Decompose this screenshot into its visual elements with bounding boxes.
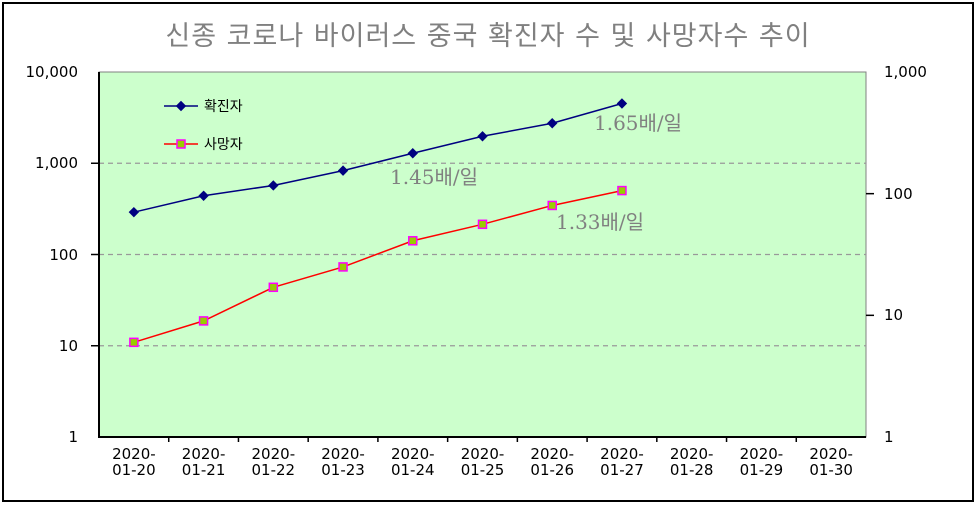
annotation-growth-confirmed-165: 1.65배/일 <box>594 111 683 135</box>
deaths-line-marker-icon <box>164 139 198 149</box>
data-point-marker <box>337 165 349 176</box>
annotation-growth-confirmed-145: 1.45배/일 <box>390 165 479 189</box>
x-axis-label: 2020- 01-20 <box>112 445 156 479</box>
data-point-marker <box>407 148 418 159</box>
legend-label-deaths: 사망자 <box>204 137 243 153</box>
series-line-사망자 <box>133 189 623 344</box>
y-axis-label-left: 10 <box>58 336 78 355</box>
data-point-marker <box>477 131 488 142</box>
data-point-marker <box>617 185 627 196</box>
legend-item-confirmed: 확진자 <box>164 94 243 118</box>
x-axis-label: 2020- 01-28 <box>669 445 714 479</box>
data-point-marker <box>616 98 628 109</box>
legend-label-confirmed: 확진자 <box>204 99 243 115</box>
data-point-marker <box>268 282 279 293</box>
legend: 확진자 사망자 <box>164 94 243 170</box>
x-axis-label: 2020- 01-27 <box>600 445 644 479</box>
y-axis-label-right: 10 <box>884 306 904 325</box>
annotation-growth-deaths-133: 1.33배/일 <box>556 210 645 234</box>
confirmed-line-marker-icon <box>164 100 198 112</box>
data-point-marker <box>338 262 348 272</box>
x-axis-label: 2020- 01-24 <box>390 445 435 479</box>
y-axis-label-right: 1,000 <box>884 63 927 81</box>
y-axis-label-left: 10,000 <box>25 63 79 81</box>
data-point-marker <box>268 180 279 191</box>
x-axis-label: 2020- 01-30 <box>809 445 853 479</box>
x-axis-label: 2020- 01-29 <box>739 445 784 479</box>
y-axis-label-right: 100 <box>884 184 913 203</box>
y-axis-label-left: 100 <box>49 245 78 264</box>
data-point-marker <box>198 190 209 201</box>
data-point-marker <box>129 337 139 348</box>
x-axis-label: 2020- 01-25 <box>460 445 505 479</box>
y-axis-label-left: 1,000 <box>35 154 78 173</box>
x-axis-label: 2020- 01-26 <box>530 445 575 479</box>
data-point-marker <box>547 200 557 211</box>
x-axis-label: 2020- 01-23 <box>321 445 365 479</box>
data-point-marker <box>477 219 488 230</box>
x-axis-label: 2020- 01-21 <box>181 445 226 479</box>
y-axis-label-left: 1 <box>68 428 78 446</box>
data-point-marker <box>547 118 558 129</box>
x-axis-label: 2020- 01-22 <box>251 445 296 479</box>
series-line-확진자 <box>133 102 623 213</box>
legend-item-deaths: 사망자 <box>164 132 243 156</box>
y-axis-label-right: 1 <box>884 428 894 446</box>
chart-title: 신종 코로나 바이러스 중국 확진자 수 및 사망자수 추이 <box>165 21 811 52</box>
data-point-marker <box>198 316 209 326</box>
data-point-marker <box>408 236 418 246</box>
data-point-marker <box>128 206 140 218</box>
